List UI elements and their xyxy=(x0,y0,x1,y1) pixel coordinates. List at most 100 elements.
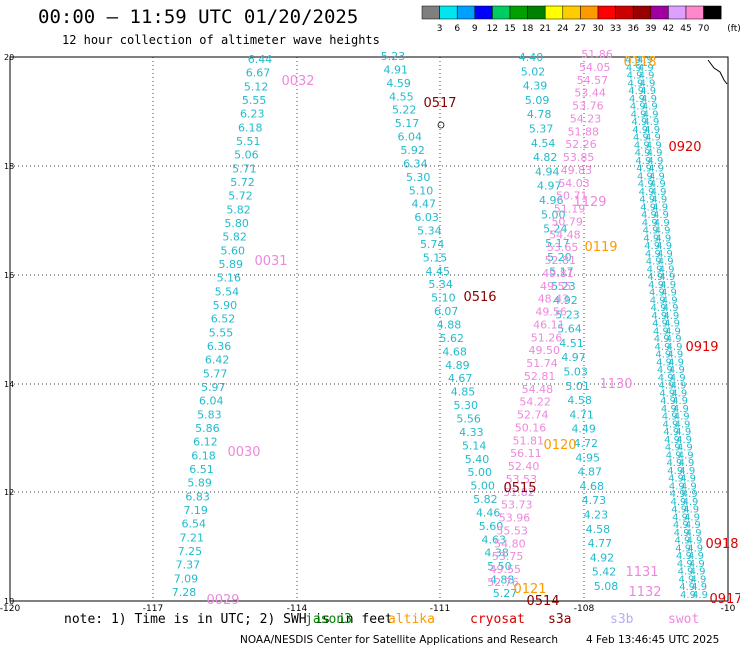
pass-label: 0029 xyxy=(206,593,239,608)
island-marker xyxy=(437,121,445,129)
wave-height-value: 5.54 xyxy=(215,285,240,298)
wave-height-value: 51.74 xyxy=(526,357,558,370)
dense-track-mark: 4.9 xyxy=(690,574,706,585)
wave-height-value: 5.10 xyxy=(431,292,456,305)
wave-height-value: 7.19 xyxy=(183,504,208,517)
dense-track-mark: 4.9 xyxy=(646,257,662,268)
pass-label: 0516 xyxy=(463,290,496,305)
wave-height-value: 4.92 xyxy=(590,551,615,564)
wave-height-value: 56.11 xyxy=(510,447,542,460)
colorbar-tick-label: 9 xyxy=(472,24,478,34)
wave-height-value: 4.97 xyxy=(537,180,562,193)
colorbar-tick-label: 3 xyxy=(437,24,443,34)
wave-height-value: 5.23 xyxy=(551,280,576,293)
wave-height-value: 4.95 xyxy=(576,451,601,464)
dense-track-mark: 4.9 xyxy=(643,233,659,244)
dense-track-mark: 4.9 xyxy=(667,350,683,361)
wave-height-value: 51.86 xyxy=(581,48,613,61)
pass-label: 1130 xyxy=(599,377,632,392)
wave-height-value: 5.82 xyxy=(226,203,251,216)
dense-track-mark: 4.9 xyxy=(655,342,671,353)
wave-height-value: 51.26 xyxy=(531,331,563,344)
dense-track-mark: 4.9 xyxy=(692,590,708,601)
dense-track-mark: 4.9 xyxy=(637,171,653,182)
wave-height-value: 5.64 xyxy=(557,323,582,336)
wave-height-value: 4.47 xyxy=(412,198,437,211)
wave-height-value: 5.00 xyxy=(468,466,493,479)
wave-height-value: 4.88 xyxy=(437,319,462,332)
dense-track-mark: 4.9 xyxy=(636,164,652,175)
wave-height-value: 5.23 xyxy=(555,308,580,321)
dense-track-mark: 4.9 xyxy=(685,520,701,531)
colorbar-tick-label: 45 xyxy=(680,24,691,34)
wave-height-value: 54.57 xyxy=(577,74,609,87)
legend-item-s3b: s3b xyxy=(610,612,634,627)
dense-track-mark: 4.9 xyxy=(650,179,666,190)
footer-note: note: 1) Time is in UTC; 2) SWH is in fe… xyxy=(64,612,393,627)
dense-track-mark: 4.9 xyxy=(686,536,702,547)
dense-track-mark: 4.9 xyxy=(663,311,679,322)
dense-track-mark: 4.9 xyxy=(657,249,673,260)
dense-track-mark: 4.9 xyxy=(680,590,696,601)
wave-height-value: 5.90 xyxy=(213,299,238,312)
pass-label: 0031 xyxy=(254,254,287,269)
wave-height-value: 4.68 xyxy=(442,345,467,358)
wave-height-value: 50.16 xyxy=(515,421,547,434)
dense-track-mark: 4.9 xyxy=(684,512,700,523)
dense-track-mark: 4.9 xyxy=(642,218,658,229)
wave-height-value: 5.72 xyxy=(228,190,253,203)
wave-height-value: 5.62 xyxy=(440,332,465,345)
dense-track-mark: 4.9 xyxy=(669,481,685,492)
wave-height-value: 51.88 xyxy=(567,125,599,138)
dense-track-mark: 4.9 xyxy=(675,543,691,554)
dense-track-mark: 4.9 xyxy=(682,489,698,500)
wave-height-value: 6.83 xyxy=(185,490,210,503)
color-scale-bar: 3 6 9 12 15 18 21 24 27 30 33 36 39 42 45 70 (ft) xyxy=(421,5,740,34)
dense-track-mark: 4.9 xyxy=(675,427,691,438)
dense-track-mark: 4.9 xyxy=(654,334,670,345)
wave-height-value: 6.67 xyxy=(246,67,271,80)
dense-track-mark: 4.9 xyxy=(689,559,705,570)
wave-height-value: 52.81 xyxy=(524,370,556,383)
wave-height-value: 52.40 xyxy=(508,460,540,473)
wave-height-value: 53.96 xyxy=(499,512,531,525)
dense-track-mark: 4.9 xyxy=(671,388,687,399)
lon-tick-label: -108 xyxy=(574,604,595,614)
wave-height-value: 5.55 xyxy=(209,326,234,339)
dense-track-mark: 4.9 xyxy=(669,365,685,376)
wave-height-value: 4.72 xyxy=(573,437,598,450)
wave-height-value: 53.75 xyxy=(492,550,524,563)
wave-height-value: 4.85 xyxy=(451,386,476,399)
wave-height-value: 5.97 xyxy=(201,381,226,394)
dense-track-mark: 4.9 xyxy=(679,466,695,477)
dense-track-mark: 4.9 xyxy=(657,365,673,376)
dense-track-mark: 4.9 xyxy=(647,272,663,283)
dense-track-mark: 4.9 xyxy=(651,311,667,322)
wave-height-value: 4.73 xyxy=(582,494,607,507)
dense-track-mark: 4.9 xyxy=(678,458,694,469)
pass-label: 0118 xyxy=(623,55,656,70)
credit-line: NOAA/NESDIS Center for Satellite Applica… xyxy=(240,634,558,646)
wave-height-value: 4.45 xyxy=(426,265,451,278)
dense-track-mark: 4.9 xyxy=(647,156,663,167)
dense-track-mark: 4.9 xyxy=(673,404,689,415)
wave-height-value: 4.89 xyxy=(445,359,470,372)
wave-height-value: 5.80 xyxy=(224,217,249,230)
wave-height-value: 49.81 xyxy=(542,267,574,280)
wave-height-value: 5.20 xyxy=(547,251,572,264)
colorbar-tick-label: 12 xyxy=(487,24,498,34)
wave-height-value: 7.09 xyxy=(174,572,199,585)
dense-track-mark: 4.9 xyxy=(661,404,677,415)
dense-track-mark: 4.9 xyxy=(641,210,657,221)
legend-item-jason3: jason3 xyxy=(305,612,352,627)
wave-height-value: 4.92 xyxy=(553,294,578,307)
colorbar-tick-label: 15 xyxy=(504,24,515,34)
dense-track-mark: 4.9 xyxy=(658,257,674,268)
wave-height-value: 5.17 xyxy=(545,237,570,250)
wave-height-value: 7.37 xyxy=(176,559,201,572)
wave-height-value: 6.23 xyxy=(240,108,265,121)
dense-track-mark: 4.9 xyxy=(664,319,680,330)
dense-track-mark: 4.9 xyxy=(652,319,668,330)
dense-track-mark: 4.9 xyxy=(659,381,675,392)
wave-height-value: 48.43 xyxy=(538,293,570,306)
